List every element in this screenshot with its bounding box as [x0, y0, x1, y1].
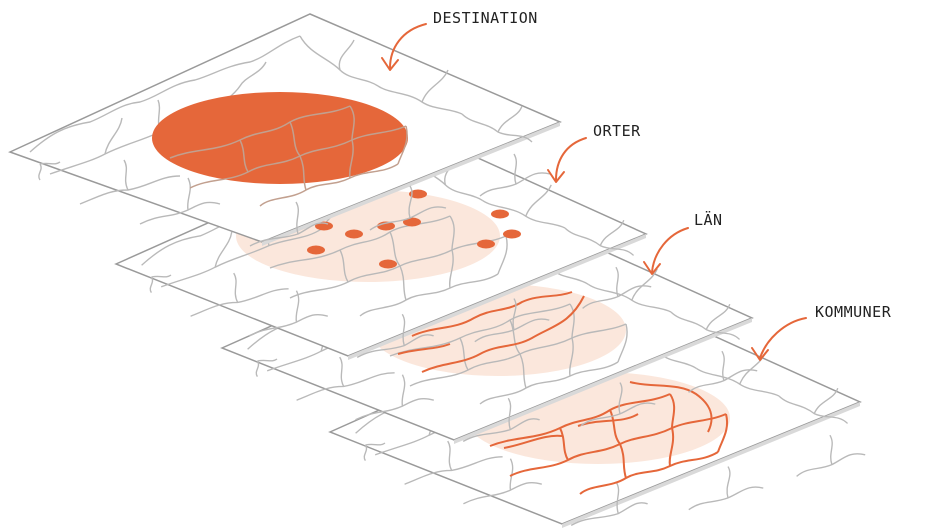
- ort-point: [345, 229, 363, 239]
- ort-point: [403, 217, 421, 227]
- arrow-lan-icon: [643, 227, 689, 275]
- label-lan: LÄN: [694, 211, 723, 229]
- ort-point: [477, 239, 495, 249]
- label-kommuner: KOMMUNER: [815, 303, 892, 321]
- label-destination: DESTINATION: [433, 9, 538, 27]
- ort-point: [307, 245, 325, 255]
- arrow-orter-icon: [547, 137, 587, 183]
- lan-borders: [397, 291, 585, 373]
- label-orter: ORTER: [593, 122, 641, 140]
- layer-destination-sheet: [8, 13, 562, 247]
- ort-point: [491, 209, 509, 219]
- arrow-destination-icon: [381, 23, 427, 71]
- arrow-kommuner-icon: [751, 317, 807, 361]
- destination-highlight-ellipse: [152, 92, 408, 184]
- ort-point: [503, 229, 521, 239]
- ort-point: [379, 259, 397, 269]
- ort-point: [409, 189, 427, 199]
